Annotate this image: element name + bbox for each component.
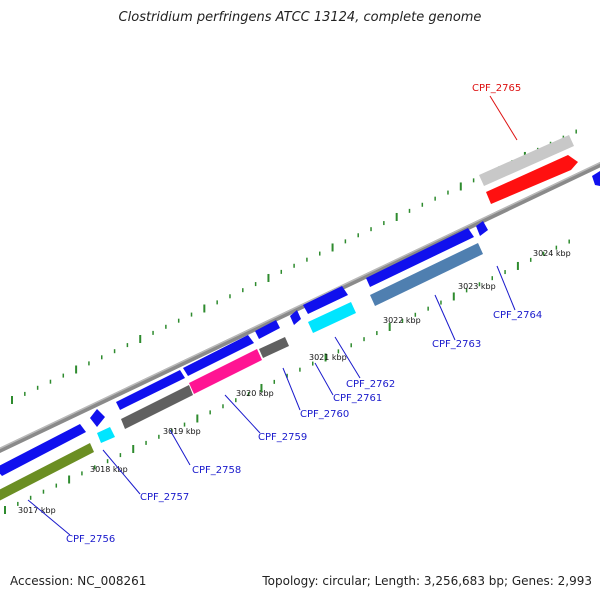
feature-dark-gray[interactable] [121,385,193,429]
leader-line [334,336,361,379]
leader-line [314,362,334,396]
kbp-labels: 3017 kbp 3018 kbp 3019 kbp 3020 kbp 3021… [18,249,571,515]
cds-arrow[interactable] [0,424,86,476]
forward-strand-features [0,171,600,476]
leader-line [102,449,141,495]
kbp-label: 3019 kbp [163,427,201,436]
cds-arrow[interactable] [116,370,185,410]
cds-arrow[interactable] [366,228,474,287]
genome-summary-text: Topology: circular; Length: 3,256,683 bp… [262,574,592,588]
feature-olive[interactable] [0,443,94,501]
kbp-label: 3020 kbp [236,389,274,398]
feature-red[interactable] [486,155,578,204]
feature-light-gray[interactable] [479,135,574,186]
leader-line [489,95,518,141]
cds-arrow[interactable] [183,335,254,376]
gene-label-cpf-2762[interactable]: CPF_2762 [346,379,395,390]
gene-label-cpf-2763[interactable]: CPF_2763 [432,339,481,350]
kbp-label: 3017 kbp [18,506,56,515]
kbp-label: 3021 kbp [309,353,347,362]
gene-label-cpf-2761[interactable]: CPF_2761 [333,393,382,404]
cds-arrow[interactable] [592,171,600,186]
genome-backbone-highlight [0,161,600,450]
gene-label-cpf-2756[interactable]: CPF_2756 [66,534,115,545]
leader-line [496,265,516,311]
gene-label-cpf-2765[interactable]: CPF_2765 [472,83,521,94]
gene-label-cpf-2757[interactable]: CPF_2757 [140,492,189,503]
map-title: Clostridium perfringens ATCC 13124, comp… [118,10,482,25]
colored-feature-track [0,135,578,501]
inner-tick-row [4,239,570,514]
leader-line [27,499,71,536]
cds-arrow[interactable] [255,320,280,339]
feature-steel-blue[interactable] [370,243,483,306]
leader-line [169,429,191,466]
gene-labels: CPF_2756 CPF_2757 CPF_2758 CPF_2759 CPF_… [66,83,542,545]
gene-label-cpf-2764[interactable]: CPF_2764 [493,310,542,321]
genome-backbone [0,161,600,454]
leader-line [224,394,261,434]
cds-arrow[interactable] [303,286,348,314]
kbp-label: 3018 kbp [90,465,128,474]
gene-label-cpf-2759[interactable]: CPF_2759 [258,432,307,443]
kbp-label: 3022 kbp [383,316,421,325]
feature-cyan[interactable] [308,302,356,333]
kbp-label: 3023 kbp [458,282,496,291]
cds-arrow[interactable] [476,221,488,236]
label-leader-lines [27,95,518,536]
kbp-label: 3024 kbp [533,249,571,258]
gene-label-cpf-2760[interactable]: CPF_2760 [300,409,349,420]
cds-arrow[interactable] [290,310,301,325]
feature-cyan[interactable] [97,427,115,443]
cds-arrow[interactable] [90,409,105,427]
feature-magenta[interactable] [189,349,262,394]
leader-line [282,367,301,411]
feature-dark-gray[interactable] [259,337,289,358]
gene-label-cpf-2758[interactable]: CPF_2758 [192,465,241,476]
accession-text: Accession: NC_008261 [10,574,147,588]
leader-line [434,294,456,341]
